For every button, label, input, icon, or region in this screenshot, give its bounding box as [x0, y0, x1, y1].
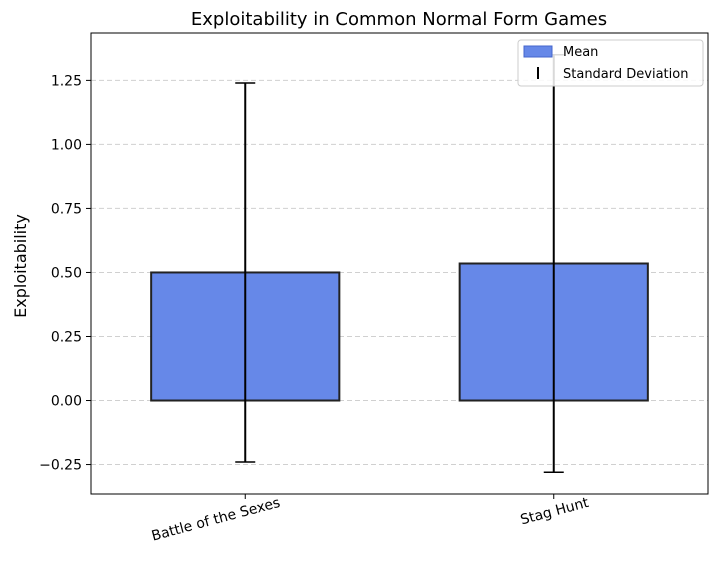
y-tick-label: 1.25: [51, 73, 82, 89]
x-axis-ticks: Battle of the Sexes Stag Hunt: [150, 494, 591, 545]
legend-swatch-mean: [523, 45, 553, 58]
legend-label-std: Standard Deviation: [563, 67, 688, 82]
y-tick-label: 0.00: [51, 394, 82, 410]
y-axis-label: Exploitability: [11, 214, 30, 318]
bars: [150, 262, 649, 402]
y-tick-label: 0.25: [51, 329, 82, 345]
x-tick-label: Battle of the Sexes: [150, 495, 282, 545]
legend-label-mean: Mean: [563, 45, 598, 60]
legend: Mean Standard Deviation: [517, 39, 704, 87]
y-tick-label: 0.50: [51, 265, 82, 281]
y-tick-label: −0.25: [39, 458, 82, 474]
chart-title: Exploitability in Common Normal Form Gam…: [191, 9, 607, 30]
legend-box: [517, 39, 704, 87]
y-axis-ticks: −0.25 0.00 0.25 0.50 0.75 1.00 1.25: [39, 73, 91, 474]
y-tick-label: 0.75: [51, 201, 82, 217]
y-tick-label: 1.00: [51, 137, 82, 153]
plot-frame: [90, 32, 709, 495]
x-tick-label: Stag Hunt: [519, 495, 591, 529]
